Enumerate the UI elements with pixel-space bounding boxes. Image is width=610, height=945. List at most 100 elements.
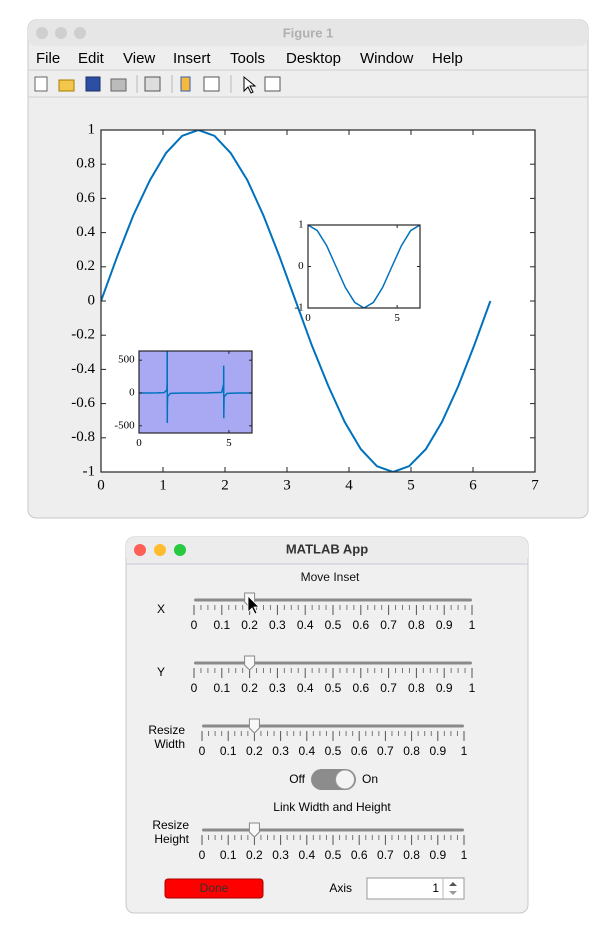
pointer-icon[interactable] <box>243 75 257 94</box>
slider-tick-label: 0.8 <box>403 744 420 758</box>
spinner-up[interactable] <box>449 882 457 886</box>
property-icon[interactable] <box>264 76 281 92</box>
slider-tick-label: 0.9 <box>436 681 453 695</box>
slider-label: X <box>157 602 165 616</box>
y-tick-label: 0.8 <box>76 156 95 172</box>
slider-tick-label: 0.2 <box>241 618 258 632</box>
slider-tick-label: 1 <box>461 744 468 758</box>
slider-thumb[interactable] <box>248 718 260 734</box>
slider-tick-label: 0.7 <box>380 681 397 695</box>
title-bar <box>28 20 588 46</box>
menu-item[interactable]: Desktop <box>286 50 341 67</box>
slider-tick-label: 0.1 <box>213 681 230 695</box>
spinner[interactable] <box>366 877 465 900</box>
slider-tick-label: 0.8 <box>403 848 420 862</box>
slider-tick-label: 0.2 <box>246 848 263 862</box>
minimize-button[interactable] <box>154 544 166 556</box>
slider-label: Resize <box>148 723 185 737</box>
done-button[interactable] <box>164 878 264 899</box>
figure-canvas: 0 1 2 3 4 5 6 7 -1 -0.8 -0.6 -0.4 -0.2 0 0.2 0.4 0.6 0.8 1… <box>71 121 539 493</box>
menu-item[interactable]: Tools <box>230 50 265 67</box>
x-tick-label: 0 <box>305 312 311 324</box>
window-title: MATLAB App <box>286 541 368 556</box>
y-tick-label: 0 <box>298 260 304 272</box>
switch-on-label: On <box>362 772 378 786</box>
slider-thumb[interactable] <box>244 655 256 671</box>
slider-tick-label: 0.4 <box>297 681 314 695</box>
sliders: X 0 0.1 0.2 0.3 0.4 0.5 0.6 0.7 0.8 0.9 1 Y 0 0.1 0.2 0.… <box>148 592 476 862</box>
slider-tick-label: 0.4 <box>298 848 315 862</box>
slider-tick-label: 0.1 <box>220 848 237 862</box>
slider-thumb[interactable] <box>248 822 260 838</box>
y-tick-label: 0.2 <box>76 258 95 274</box>
zoom-button[interactable] <box>74 27 86 39</box>
close-button[interactable] <box>134 544 146 556</box>
open-icon[interactable] <box>58 79 75 92</box>
spinner-down[interactable] <box>449 891 457 895</box>
y-tick-label: -0.4 <box>71 361 95 377</box>
slider-label: Height <box>154 832 189 846</box>
slider-tick-label: 0.2 <box>241 681 258 695</box>
slider-tick-label: 0.9 <box>429 744 446 758</box>
x-tick-label: 0 <box>136 437 142 449</box>
x-tick-label: 3 <box>283 478 291 494</box>
y-tick-label: -0.8 <box>71 429 95 445</box>
minimize-button[interactable] <box>55 27 67 39</box>
slider-label: Resize <box>152 818 189 832</box>
colorbar-icon[interactable] <box>180 76 191 92</box>
x-tick-label: 2 <box>221 478 229 494</box>
legend-icon[interactable] <box>203 76 220 92</box>
menu-bar: File Edit View Insert Tools Desktop Window Help <box>36 50 463 67</box>
done-button-label[interactable]: Done <box>200 881 229 895</box>
print-icon[interactable] <box>110 78 127 92</box>
y-tick-label: 1 <box>298 219 304 231</box>
slider-track <box>194 598 472 602</box>
switch-knob[interactable] <box>335 769 355 790</box>
menu-item[interactable]: Help <box>432 50 463 67</box>
menu-item[interactable]: Insert <box>173 50 211 67</box>
slider-track <box>202 724 464 728</box>
menu-item[interactable]: Window <box>360 50 414 67</box>
menu-item[interactable]: Edit <box>78 50 105 67</box>
menu-item[interactable]: View <box>123 50 155 67</box>
switch-off-label: Off <box>289 772 305 786</box>
window-title: Figure 1 <box>283 25 334 40</box>
new-icon[interactable] <box>34 76 48 92</box>
slider-tick-label: 0.9 <box>429 848 446 862</box>
y-tick-label: 0 <box>88 292 96 308</box>
data-line <box>139 351 252 423</box>
spinner-value[interactable]: 1 <box>432 881 439 895</box>
slider-tick-label: 0.7 <box>380 618 397 632</box>
slider-tick-label: 0.3 <box>269 618 286 632</box>
slider-tick-label: 0.7 <box>377 744 394 758</box>
slider-tick-label: 0.8 <box>408 618 425 632</box>
spinner-label: Axis <box>329 881 352 895</box>
x-tick-label: 5 <box>407 478 415 494</box>
slider-tick-label: 1 <box>469 618 476 632</box>
slider-tick-label: 0.5 <box>325 744 342 758</box>
slider-tick-label: 0.6 <box>352 681 369 695</box>
slider-tick-label: 0.1 <box>220 744 237 758</box>
save-icon[interactable] <box>85 76 101 92</box>
slider-tick-label: 0 <box>191 618 198 632</box>
x-tick-label: 7 <box>531 478 539 494</box>
zoom-button[interactable] <box>174 544 186 556</box>
title-bar <box>126 537 528 564</box>
link-icon[interactable] <box>144 76 161 92</box>
slider-tick-label: 1 <box>469 681 476 695</box>
x-tick-label: 5 <box>226 437 232 449</box>
close-button[interactable] <box>36 27 48 39</box>
y-tick-label: 1 <box>88 121 96 137</box>
slider-label: Width <box>154 737 185 751</box>
slider-tick-label: 0.5 <box>325 618 342 632</box>
menu-item[interactable]: File <box>36 50 60 67</box>
slider-tick-label: 0 <box>199 848 206 862</box>
slider-tick-label: 0.4 <box>297 618 314 632</box>
mouse-cursor <box>247 595 260 615</box>
x-tick-label: 1 <box>159 478 167 494</box>
slider-tick-label: 0.3 <box>272 848 289 862</box>
slider-tick-label: 0.8 <box>408 681 425 695</box>
data-line <box>308 225 420 308</box>
